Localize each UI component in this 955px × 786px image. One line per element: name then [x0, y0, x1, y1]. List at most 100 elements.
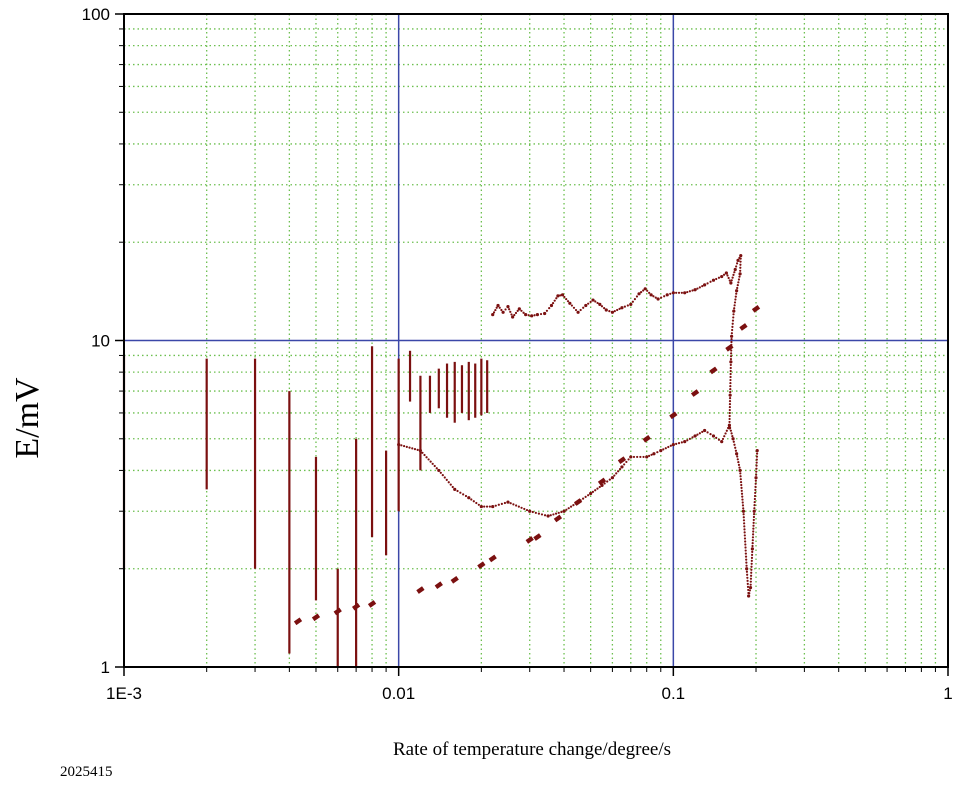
trace-dot [423, 453, 426, 457]
trace-dot [553, 299, 556, 302]
trace-dot [606, 480, 609, 483]
trace-dot [736, 286, 739, 290]
trace-dot [746, 573, 749, 576]
trace-dot [736, 259, 740, 262]
data-point [525, 536, 534, 544]
trace-dot [501, 311, 505, 314]
trace-dot [732, 313, 735, 316]
trace-dot [441, 474, 444, 477]
trace-dot [741, 501, 744, 504]
trace-dot [594, 489, 597, 492]
trace-dot [616, 308, 619, 312]
trace-dot [739, 269, 742, 272]
trace-dot [620, 306, 624, 309]
trace-dot [552, 513, 555, 516]
trace-dot [755, 467, 758, 470]
trace-dot [755, 461, 758, 464]
trace-dot [561, 293, 564, 296]
trace-dot [600, 484, 604, 487]
trace-dot [509, 502, 512, 505]
trace-dot [603, 482, 606, 485]
trace-dot [701, 430, 704, 433]
trace-dot [582, 497, 585, 500]
series-2 [397, 423, 759, 598]
trace-dot [683, 440, 686, 443]
trace-dot [749, 586, 752, 589]
trace-dot [741, 504, 745, 507]
trace-dot [744, 549, 747, 552]
trace-dot [741, 498, 744, 501]
trace-dot [645, 455, 648, 459]
trace-dot [747, 588, 750, 592]
trace-dot [739, 257, 742, 260]
trace-dot [728, 408, 731, 412]
trace-dot [750, 553, 754, 556]
data-point [488, 554, 497, 563]
trace-dot [427, 458, 430, 461]
trace-dot [554, 512, 558, 515]
trace-dot [686, 439, 689, 442]
trace-dot [688, 290, 691, 293]
trace-dot [752, 527, 755, 530]
trace-dot [565, 297, 568, 301]
trace-dot [740, 483, 743, 487]
trace-dot [728, 405, 731, 409]
trace-dot [749, 577, 753, 580]
trace-dot [751, 547, 754, 550]
trace-dot [743, 534, 746, 537]
trace-dot [549, 514, 552, 517]
trace-dot [696, 433, 699, 436]
trace-dot [739, 478, 742, 481]
trace-dot [557, 511, 560, 514]
trace-dot [663, 295, 666, 298]
trace-dot [706, 431, 709, 434]
trace-dot [738, 469, 742, 472]
trace-dot [728, 420, 731, 424]
trace-dot [512, 503, 515, 506]
trace-dot [739, 475, 742, 478]
trace-dot [696, 287, 699, 290]
trace-dot [656, 297, 660, 301]
trace-dot [662, 448, 665, 451]
trace-dot [729, 388, 732, 391]
trace-dot [626, 304, 629, 307]
trace-dot [551, 301, 555, 305]
trace-dot [735, 292, 738, 295]
trace-dot [591, 490, 595, 493]
figure-id: 2025415 [60, 764, 113, 780]
trace-dot [652, 295, 655, 298]
trace-dot [515, 504, 518, 507]
trace-dot [729, 357, 733, 361]
data-point [434, 581, 443, 590]
trace-dot [755, 473, 758, 476]
trace-dot [750, 562, 753, 565]
trace-dot [742, 513, 745, 516]
trace-dot [629, 303, 632, 306]
trace-dot [413, 448, 417, 451]
trace-dot [518, 307, 521, 310]
trace-dot [743, 522, 746, 525]
trace-dot [492, 311, 496, 314]
data-point [642, 434, 651, 443]
trace-dot [522, 311, 525, 314]
trace-dot [443, 476, 446, 479]
trace-dot [731, 319, 735, 322]
trace-dot [740, 489, 743, 492]
trace-dot [506, 305, 510, 308]
trace-dot [664, 447, 667, 450]
trace-dot [734, 268, 737, 271]
trace-dot [559, 294, 562, 297]
trace-dot [584, 495, 587, 499]
trace-dot [464, 494, 468, 498]
trace-dot [623, 463, 626, 466]
trace-dot [744, 540, 747, 543]
trace-dot [739, 263, 742, 266]
trace-dot [560, 510, 563, 514]
trace-dot [632, 455, 636, 459]
trace-dot [524, 313, 527, 316]
trace-dot [596, 487, 599, 490]
trace-dot [730, 352, 733, 355]
trace-dot [717, 276, 721, 279]
trace-dot [709, 433, 712, 436]
x-tick-label: 1 [943, 684, 952, 703]
